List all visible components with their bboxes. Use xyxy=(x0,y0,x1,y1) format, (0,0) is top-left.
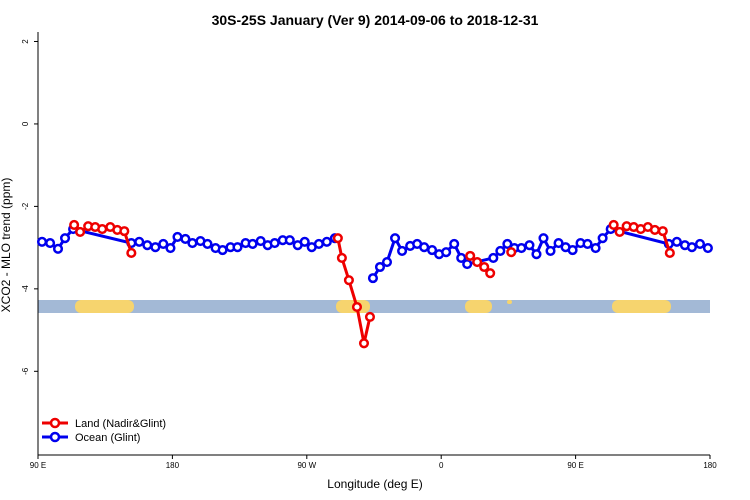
point xyxy=(649,224,660,235)
point xyxy=(427,245,438,256)
point xyxy=(419,242,430,253)
point xyxy=(180,233,191,245)
legend-marker xyxy=(49,417,61,429)
point xyxy=(202,238,213,249)
point xyxy=(142,240,153,251)
point xyxy=(75,226,86,238)
point xyxy=(172,231,183,242)
point xyxy=(488,252,499,263)
point xyxy=(702,242,713,254)
point xyxy=(126,247,137,259)
chart-title: 30S-25S January (Ver 9) 2014-09-06 to 20… xyxy=(212,12,539,28)
land-band xyxy=(612,300,671,313)
point xyxy=(456,252,467,263)
x-tick-label: 0 xyxy=(439,461,444,470)
point xyxy=(538,233,549,244)
x-tick-label: 90 W xyxy=(297,461,316,470)
point xyxy=(247,238,258,249)
land-band xyxy=(75,300,134,313)
point xyxy=(524,240,535,251)
point xyxy=(284,235,295,246)
point xyxy=(472,257,483,268)
point xyxy=(36,236,48,247)
point xyxy=(150,242,161,253)
point xyxy=(367,273,379,284)
point xyxy=(671,236,682,247)
point xyxy=(336,252,347,263)
point xyxy=(358,338,370,349)
surface-band xyxy=(38,300,710,313)
x-tick-label: 90 E xyxy=(567,461,583,470)
point xyxy=(374,261,386,273)
point xyxy=(502,238,513,249)
y-tick-label: -6 xyxy=(21,367,30,375)
point xyxy=(441,247,452,258)
point xyxy=(657,226,668,237)
point xyxy=(582,238,593,249)
point xyxy=(381,257,393,268)
point xyxy=(59,233,71,244)
ocean-band xyxy=(38,300,710,313)
point xyxy=(465,250,476,261)
y-tick-label: -2 xyxy=(21,202,30,210)
point xyxy=(332,233,343,244)
point xyxy=(321,236,332,247)
point xyxy=(495,245,506,256)
point xyxy=(506,247,517,258)
point xyxy=(479,261,490,273)
y-axis-label: XCO2 - MLO trend (ppm) xyxy=(0,178,13,313)
point xyxy=(119,226,130,237)
point xyxy=(390,233,401,244)
point xyxy=(590,242,601,254)
point xyxy=(516,242,527,254)
y-tick-label: 0 xyxy=(21,121,30,126)
point xyxy=(313,238,324,249)
point xyxy=(351,301,363,313)
point xyxy=(545,245,556,256)
point xyxy=(531,249,542,260)
point xyxy=(97,224,108,235)
point xyxy=(165,242,176,254)
point xyxy=(449,238,460,249)
legend-marker xyxy=(49,431,61,443)
point xyxy=(299,236,310,247)
land-band xyxy=(507,300,512,304)
point xyxy=(614,226,625,238)
point xyxy=(553,238,564,249)
point xyxy=(187,238,198,249)
x-tick-label: 180 xyxy=(703,461,717,470)
y-tick-label: -4 xyxy=(21,285,30,293)
legend-label: Land (Nadir&Glint) xyxy=(75,418,166,430)
point xyxy=(567,245,578,256)
point xyxy=(52,243,64,254)
point xyxy=(158,238,169,249)
point xyxy=(397,245,408,256)
point xyxy=(269,238,280,249)
point xyxy=(45,238,56,249)
x-axis-label: Longitude (deg E) xyxy=(327,477,422,491)
land-band xyxy=(465,300,492,313)
point xyxy=(364,311,376,322)
point xyxy=(255,235,266,247)
legend-label: Ocean (Glint) xyxy=(75,432,140,444)
point xyxy=(134,236,145,247)
x-tick-label: 90 E xyxy=(30,461,46,470)
x-tick-label: 180 xyxy=(166,461,180,470)
y-tick-label: 2 xyxy=(21,39,30,44)
point xyxy=(664,247,675,259)
point xyxy=(485,268,496,279)
point xyxy=(462,259,473,270)
point xyxy=(217,245,228,256)
point xyxy=(69,219,80,230)
point xyxy=(694,238,706,249)
point xyxy=(686,242,697,253)
point xyxy=(608,219,619,230)
point xyxy=(597,233,608,244)
point xyxy=(232,242,243,253)
point xyxy=(343,275,354,286)
